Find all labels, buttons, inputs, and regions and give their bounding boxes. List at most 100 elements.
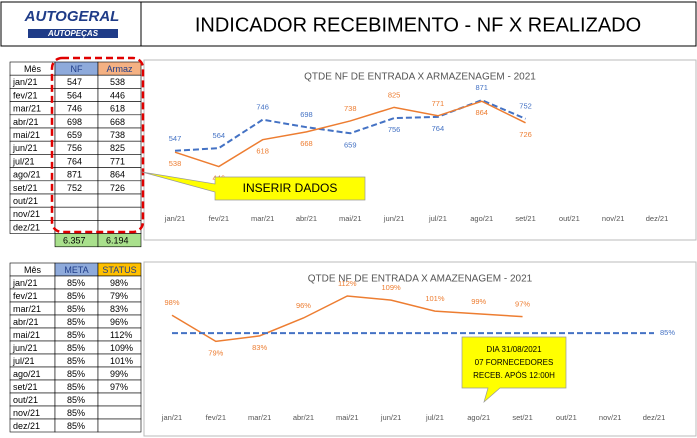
logo-sub: AUTOPEÇAS [47,29,99,38]
cell [97,193,142,208]
chart-frame [143,59,697,241]
cell-text: 564 [67,90,82,100]
cell [97,392,142,407]
x-tick-label: fev/21 [209,214,229,223]
data-label: 97% [515,300,530,309]
data-label: 659 [344,140,357,149]
cell [97,405,142,420]
cell-text: ago/21 [13,170,41,180]
logo: AUTOGERAL [24,8,120,25]
data-label: 738 [344,104,357,113]
cell-text: 109% [110,343,133,353]
cell-text: jun/21 [12,343,38,353]
data-label: 79% [208,348,223,357]
cell-text: jan/21 [12,278,38,288]
cell-text: 85% [67,317,85,327]
data-label: 825 [388,90,401,99]
data-label: 98% [164,298,179,307]
cell-text: ago/21 [13,369,41,379]
callout-box [141,171,366,201]
cell-text: jul/21 [12,156,35,166]
title-box [140,1,697,47]
cell-text: dez/21 [13,222,40,232]
cell-text: 538 [110,77,125,87]
cell [97,418,142,433]
cell-text: set/21 [13,382,38,392]
data-label: 668 [300,139,313,148]
callout-text: DIA 31/08/2021 [486,345,542,354]
data-label: 109% [381,283,401,292]
cell-text: 85% [67,330,85,340]
callout-text: 07 FORNECEDORES [475,358,554,367]
data-label: 538 [169,159,182,168]
cell-text: 752 [67,183,82,193]
header-text: META [64,265,88,275]
data-label: 547 [169,134,182,143]
cell-text: 99% [110,369,128,379]
cell-text: abr/21 [13,117,39,127]
cell-text: 96% [110,317,128,327]
x-tick-label: abr/21 [293,413,314,422]
data-label: 564 [213,131,226,140]
cell-text: mar/21 [13,304,41,314]
x-tick-label: jun/21 [380,413,401,422]
cell-text: jan/21 [12,77,38,87]
cell-text: 771 [110,156,125,166]
x-tick-label: mai/21 [336,413,359,422]
x-tick-label: jun/21 [383,214,404,223]
data-label: 771 [432,99,445,108]
cell-text: jul/21 [12,356,35,366]
x-tick-label: out/21 [556,413,577,422]
cell-text: mar/21 [13,104,41,114]
cell-text: mai/21 [13,330,40,340]
cell [54,206,99,221]
series-line [174,100,526,168]
x-tick-label: nov/21 [602,214,625,223]
highlight-frame [50,56,145,234]
cell-text: 85% [67,278,85,288]
cell-text: 746 [67,104,82,114]
page-title: INDICADOR RECEBIMENTO - NF X REALIZADO [195,14,641,36]
cell-text: 112% [110,330,132,340]
cell-text: 98% [110,278,128,288]
callout-box [461,336,567,404]
x-tick-label: mai/21 [339,214,362,223]
cell-text: 698 [67,117,82,127]
data-label: 864 [475,108,488,117]
cell-text: 85% [67,291,85,301]
data-label: 112% [338,279,357,288]
cell-text: dez/21 [13,421,40,431]
cell-text: 825 [110,143,125,153]
logo-box [0,1,142,47]
cell-text: mai/21 [13,130,40,140]
data-label: 101% [425,294,445,303]
cell-text: 97% [110,382,128,392]
data-label: 618 [256,147,269,156]
cell-text: 83% [110,304,128,314]
x-tick-label: set/21 [515,214,535,223]
x-tick-label: out/21 [559,214,580,223]
total-text: 6.357 [63,236,86,246]
cell-text: nov/21 [13,408,40,418]
total-cell [97,233,142,248]
callout-text: RECEB. APÓS 12:00H [473,371,555,380]
data-label: 96% [296,301,311,310]
cell-text: nov/21 [13,209,40,219]
data-label: 99% [471,297,486,306]
x-tick-label: jan/21 [164,214,185,223]
cell-text: 85% [67,408,85,418]
cell-text: abr/21 [13,317,39,327]
x-tick-label: dez/21 [643,413,666,422]
cell-text: out/21 [13,395,38,405]
x-tick-label: jul/21 [425,413,444,422]
cell-text: fev/21 [13,90,38,100]
cell-text: 738 [110,130,125,140]
cell-text: 871 [67,170,82,180]
cell-text: 726 [110,183,125,193]
header-text: Mês [24,265,42,275]
x-tick-label: ago/21 [467,413,490,422]
header-text: Armaz [106,64,133,74]
data-label: 726 [519,130,532,139]
cell-text: 659 [67,130,82,140]
